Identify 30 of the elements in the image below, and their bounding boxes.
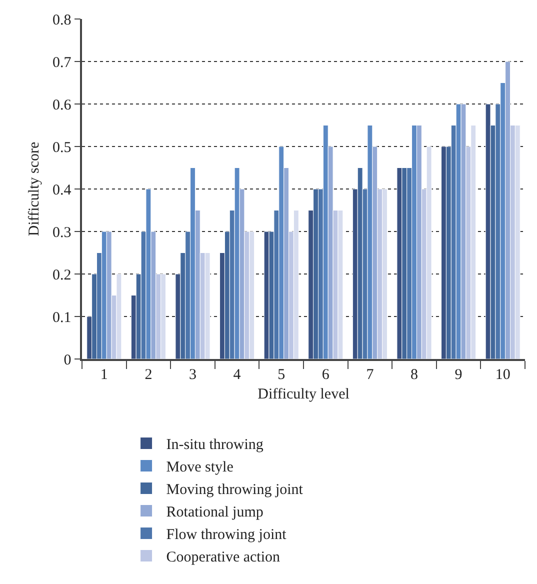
x-tick-label: 7 xyxy=(366,366,374,383)
legend-label: Moving throwing joint xyxy=(166,482,304,498)
y-tick-label: 0.6 xyxy=(52,97,72,114)
legend-label: Rotational jump xyxy=(166,504,264,521)
x-tick-label: 2 xyxy=(144,366,152,383)
legend-label: Cooperative action xyxy=(166,550,281,566)
legend-label: Move style xyxy=(166,460,234,476)
y-tick-label: 0.3 xyxy=(52,224,72,241)
y-tick-label: 0.8 xyxy=(52,12,72,28)
x-tick-label: 3 xyxy=(189,366,196,383)
x-tick-label: 8 xyxy=(410,366,418,383)
bar xyxy=(396,168,402,359)
x-tick-label: 4 xyxy=(233,366,242,383)
y-tick-label: 0 xyxy=(64,352,72,368)
x-axis-title: Difficulty level xyxy=(258,386,350,402)
bar xyxy=(264,231,270,359)
x-tick-label: 10 xyxy=(495,366,510,383)
x-tick-label: 6 xyxy=(322,366,330,383)
bar xyxy=(485,104,491,359)
legend-label: Flow throwing joint xyxy=(166,527,288,544)
y-tick-label: 0.5 xyxy=(52,140,72,156)
y-axis-title: Difficulty score xyxy=(26,142,42,236)
y-tick-label: 0.4 xyxy=(52,182,72,198)
y-tick-label: 0.1 xyxy=(52,310,72,326)
legend-label: In-situ throwing xyxy=(166,437,264,454)
y-tick-label: 0.2 xyxy=(52,267,72,284)
x-tick-label: 1 xyxy=(100,366,108,383)
x-tick-label: 5 xyxy=(278,366,286,383)
x-tick-label: 9 xyxy=(454,366,462,383)
y-tick-label: 0.7 xyxy=(52,54,72,71)
